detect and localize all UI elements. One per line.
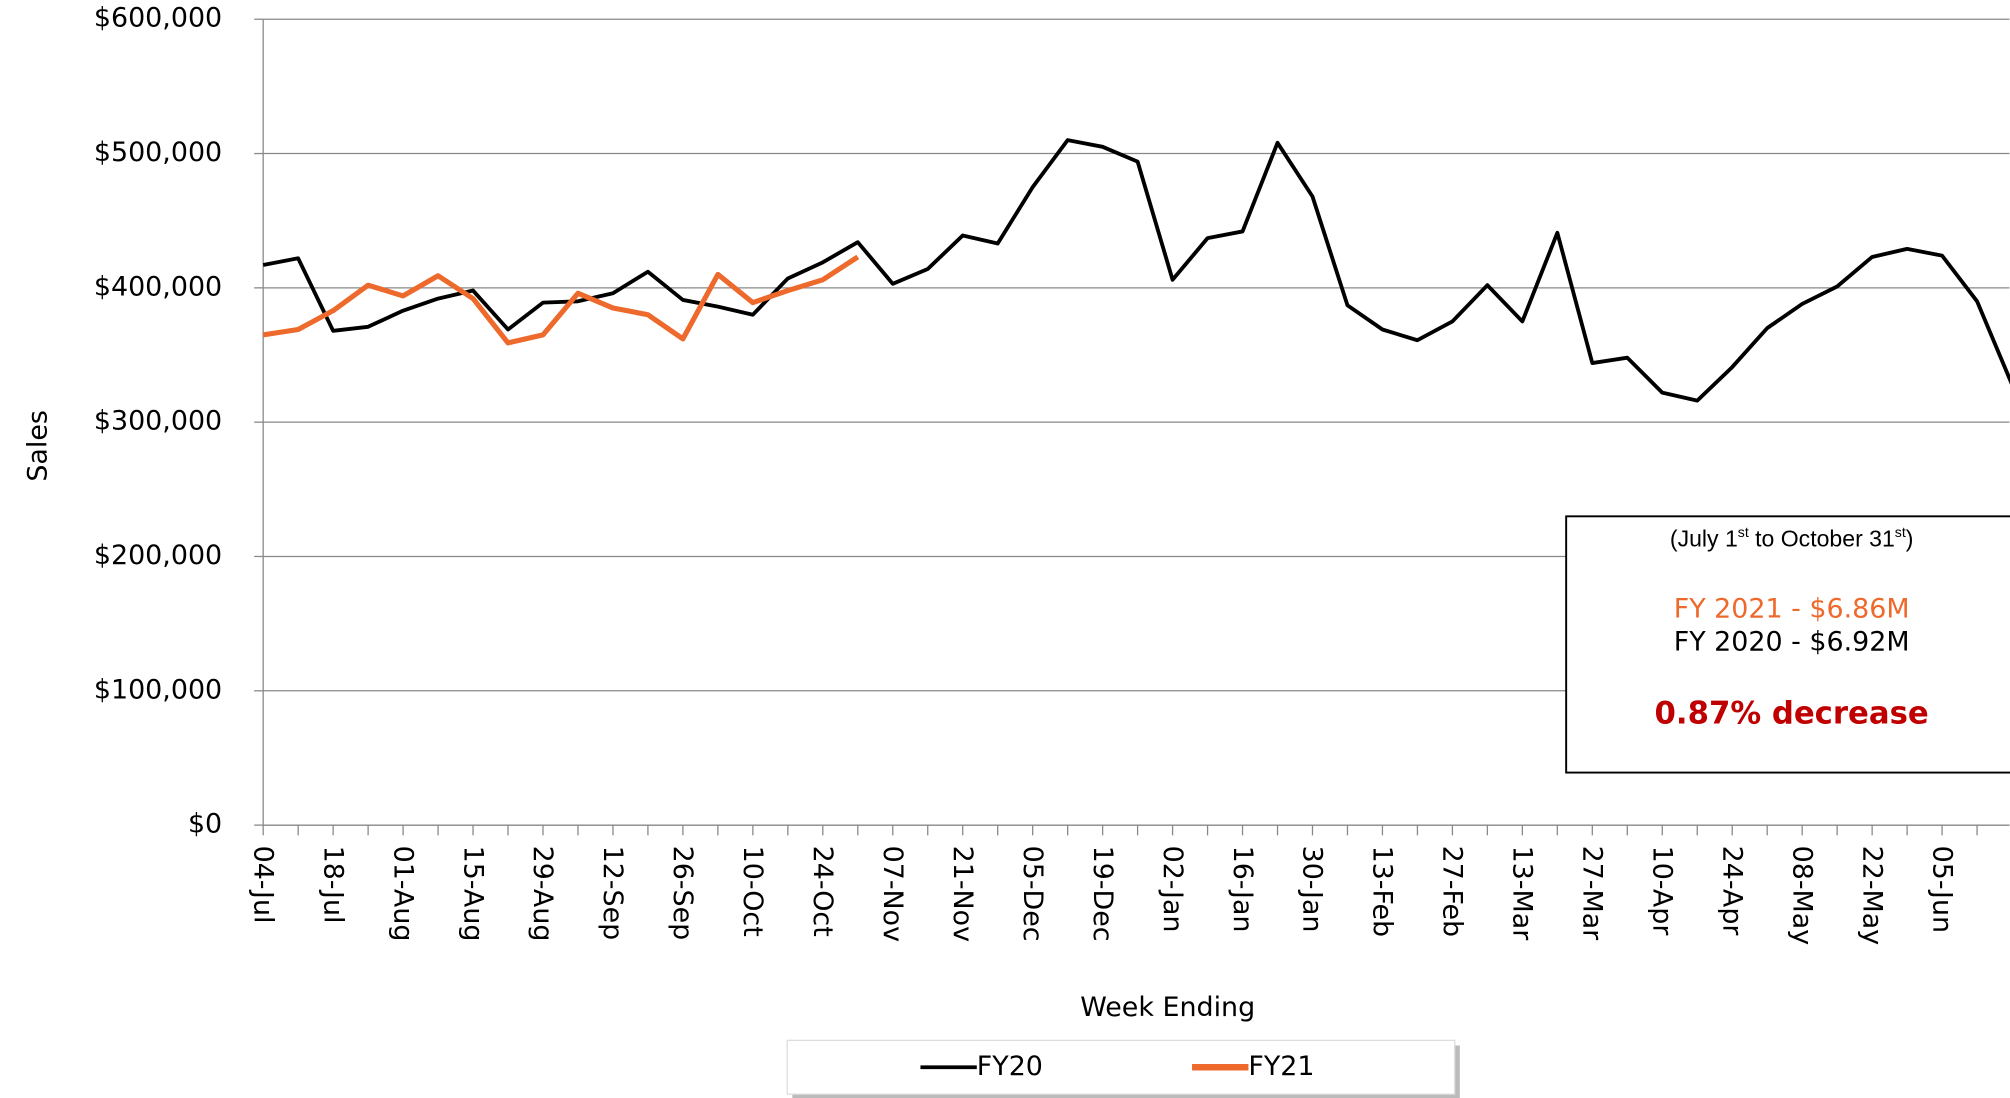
y-tick-label: $200,000	[94, 540, 222, 571]
y-tick-label: $600,000	[94, 3, 222, 34]
annotation-change: 0.87% decrease	[1655, 695, 1929, 731]
x-tick-label: 07-Nov	[877, 846, 908, 942]
annotation-period: (July 1st to October 31st)	[1670, 524, 1914, 552]
x-tick-label: 21-Nov	[947, 846, 978, 942]
annotation-frame	[1565, 515, 2010, 774]
y-axis-label: Sales	[22, 410, 53, 482]
x-tick-label: 15-Aug	[457, 846, 488, 942]
x-tick-label: 10-Apr	[1646, 846, 1677, 937]
y-tick-label: $0	[188, 809, 222, 840]
x-tick-label: 24-Oct	[807, 846, 838, 937]
series-line	[262, 254, 860, 346]
legend-frame	[786, 1039, 1456, 1095]
period-text: (July 1	[1670, 526, 1738, 552]
period-text: to October 31	[1749, 526, 1895, 552]
period-text: )	[1906, 526, 1914, 552]
legend-label: FY20	[977, 1051, 1043, 1082]
period-sup: st	[1738, 524, 1749, 540]
x-axis-label: Week Ending	[1080, 992, 1255, 1023]
x-tick-label: 01-Aug	[387, 846, 418, 942]
annotation-fy2020: FY 2020 - $6.92M	[1674, 627, 1910, 658]
x-tick-label: 05-Jun	[1926, 846, 1957, 933]
x-tick-label: 19-Dec	[1087, 846, 1118, 942]
y-tick-label: $300,000	[94, 406, 222, 437]
x-tick-label: 22-May	[1856, 846, 1887, 946]
x-tick-label: 29-Aug	[527, 846, 558, 942]
x-tick-label: 16-Jan	[1227, 846, 1258, 933]
x-tick-label: 13-Feb	[1367, 846, 1398, 938]
y-tick-label: $500,000	[94, 137, 222, 168]
legend-label: FY21	[1248, 1051, 1314, 1082]
x-tick-label: 27-Feb	[1437, 846, 1468, 938]
period-sup: st	[1895, 524, 1906, 540]
x-tick-label: 10-Oct	[737, 846, 768, 937]
x-tick-label: 30-Jan	[1297, 846, 1328, 933]
x-tick-label: 13-Mar	[1507, 846, 1538, 942]
annotation-box: (July 1st to October 31st) FY 2021 - $6.…	[1565, 515, 2010, 774]
annotation-fy2021: FY 2021 - $6.86M	[1674, 593, 1910, 624]
x-tick-label: 12-Sep	[597, 846, 628, 941]
x-tick-label: 24-Apr	[1716, 846, 1747, 937]
y-tick-label: $400,000	[94, 271, 222, 302]
y-tick-label: $100,000	[94, 674, 222, 705]
x-tick-label: 08-May	[1786, 846, 1817, 946]
x-tick-label: 27-Mar	[1577, 846, 1608, 942]
x-tick-label: 05-Dec	[1017, 846, 1048, 942]
x-tick-label: 26-Sep	[667, 846, 698, 941]
series-line	[262, 138, 2010, 403]
x-tick-label: 02-Jan	[1157, 846, 1188, 933]
x-tick-label: 04-Jul	[247, 846, 278, 924]
x-tick-label: 18-Jul	[317, 846, 348, 924]
